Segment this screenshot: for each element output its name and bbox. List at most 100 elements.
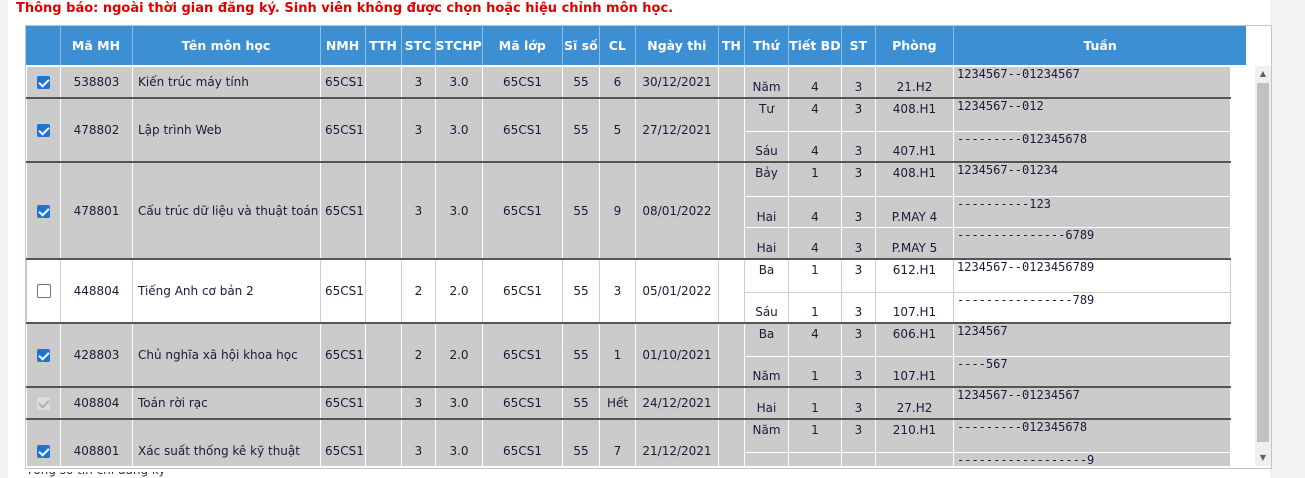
cell-tth: [365, 418, 402, 466]
cell-room: 27.H2: [875, 386, 954, 420]
cell-stchp: 2.0: [435, 322, 483, 388]
cell-th: [718, 66, 745, 99]
cell-class: 65CS1: [482, 97, 563, 163]
cell-cl: 1: [599, 322, 636, 388]
cell-stc: 3: [401, 97, 436, 163]
cell-weeks: ----567: [953, 356, 1231, 388]
grid-body[interactable]: 538803 Kiến trúc máy tính 65CS1 3 3.0 65CS1 55…: [26, 66, 1255, 466]
select-checkbox[interactable]: [37, 124, 50, 137]
column-header-th: TH: [717, 26, 745, 65]
select-checkbox[interactable]: [37, 445, 50, 458]
cell-code: 478801: [60, 161, 133, 260]
cell-room: 408.H1: [875, 161, 954, 197]
cell-stchp: 3.0: [435, 97, 483, 163]
vertical-scrollbar[interactable]: ▲ ▼: [1255, 66, 1271, 466]
column-header-room: Phòng: [874, 26, 954, 65]
cell-st: 3: [841, 386, 876, 420]
cell-name: Tiếng Anh cơ bản 2: [132, 258, 321, 324]
cell-stchp: 3.0: [435, 66, 483, 99]
cell-size: 55: [562, 322, 600, 388]
cell-st: 3: [841, 196, 876, 228]
select-checkbox[interactable]: [36, 284, 51, 299]
cell-weeks: 1234567--01234567: [953, 66, 1231, 99]
cell-name: Kiến trúc máy tính: [132, 66, 321, 99]
cell-room: 407.H1: [875, 131, 954, 163]
scrollbar-thumb[interactable]: [1257, 83, 1269, 442]
select-checkbox-cell[interactable]: [26, 258, 61, 324]
select-checkbox-cell[interactable]: [26, 97, 61, 163]
cell-stchp: 3.0: [435, 161, 483, 260]
column-header-tth: TTH: [364, 26, 401, 65]
cell-room: P.MAY 3: [875, 452, 954, 466]
cell-code: 478802: [60, 97, 133, 163]
select-checkbox-cell[interactable]: [26, 386, 61, 420]
cell-room: P.MAY 4: [875, 196, 954, 228]
cell-day: Năm: [744, 66, 789, 99]
cell-exam: 30/12/2021: [635, 66, 719, 99]
cell-cl: 3: [599, 258, 636, 324]
table-row: 408801 Xác suất thống kê kỹ thuật 65CS1 3 3.…: [26, 418, 1231, 466]
cell-st: 3: [841, 356, 876, 388]
column-header-cl: CL: [598, 26, 636, 65]
select-checkbox-cell[interactable]: [26, 418, 61, 466]
cell-room: 210.H1: [875, 418, 954, 453]
cell-nmh: 65CS1: [320, 66, 366, 99]
cell-size: 55: [562, 386, 600, 420]
cell-cl: Hết: [599, 386, 636, 420]
cell-weeks: ------------------9: [953, 452, 1231, 466]
table-row: 538803 Kiến trúc máy tính 65CS1 3 3.0 65CS1 55…: [26, 66, 1231, 99]
cell-day: Hai: [744, 227, 789, 260]
cell-th: [718, 161, 745, 260]
column-header-start-period: Tiết BD: [787, 26, 842, 65]
select-checkbox[interactable]: [37, 204, 50, 218]
cell-weeks: 1234567: [953, 322, 1231, 357]
column-header-class-code: Mã lớp: [481, 26, 563, 65]
column-header-select: [26, 26, 60, 65]
cell-weeks: ----------123: [953, 196, 1231, 228]
cell-day: Năm: [744, 452, 789, 466]
cell-day: Năm: [744, 356, 789, 388]
table-row: 478802 Lập trình Web 65CS1 3 3.0 65CS1 55 5 27/1…: [26, 97, 1231, 163]
cell-start: 1: [788, 258, 842, 293]
scroll-up-arrow-icon[interactable]: ▲: [1259, 69, 1267, 78]
select-checkbox[interactable]: [37, 76, 50, 89]
cell-tth: [365, 322, 402, 388]
cell-st: 3: [841, 322, 876, 357]
cell-exam: 08/01/2022: [635, 161, 719, 260]
cell-th: [718, 97, 745, 163]
table-row: Hai 4 3 P.MAY 5 ---------------6789: [27, 227, 1231, 260]
cell-exam: 05/01/2022: [635, 258, 719, 324]
cell-st: 3: [841, 131, 876, 163]
cell-code: 448804: [60, 258, 133, 324]
column-header-course-name: Tên môn học: [131, 26, 320, 65]
cell-class: 65CS1: [482, 258, 563, 324]
cell-exam: 24/12/2021: [635, 386, 719, 420]
cell-name: Xác suất thống kê kỹ thuật: [132, 418, 321, 466]
cell-tth: [365, 66, 402, 99]
select-checkbox-cell[interactable]: [26, 161, 61, 260]
cell-weeks: 1234567--012: [953, 97, 1231, 132]
table-row: 428803 Chủ nghĩa xã hội khoa học 65CS1 2 2.0…: [26, 322, 1231, 388]
cell-room: 408.H1: [875, 97, 954, 132]
select-checkbox-cell[interactable]: [26, 322, 61, 388]
cell-room: 21.H2: [875, 66, 954, 99]
cell-room: 612.H1: [875, 258, 954, 293]
cell-start: 4: [788, 131, 842, 163]
cell-code: 408801: [60, 418, 133, 466]
column-header-exam-date: Ngày thi: [634, 26, 719, 65]
cell-size: 55: [562, 66, 600, 99]
cell-st: 3: [841, 258, 876, 293]
cell-name: Toán rời rạc: [132, 386, 321, 420]
scroll-down-arrow-icon[interactable]: ▼: [1259, 453, 1267, 462]
select-checkbox-cell[interactable]: [26, 66, 61, 99]
select-checkbox[interactable]: [37, 349, 50, 362]
cell-weeks: ---------012345678: [953, 131, 1231, 163]
cell-room: 606.H1: [875, 322, 954, 357]
cell-code: 538803: [60, 66, 133, 99]
cell-day: Ba: [744, 322, 789, 357]
cell-stchp: 2.0: [435, 258, 483, 324]
cell-cl: 5: [599, 97, 636, 163]
table-row: Sáu 1 3 107.H1 ----------------789: [27, 292, 1231, 324]
cell-th: [718, 418, 745, 466]
cell-st: 3: [841, 66, 876, 99]
